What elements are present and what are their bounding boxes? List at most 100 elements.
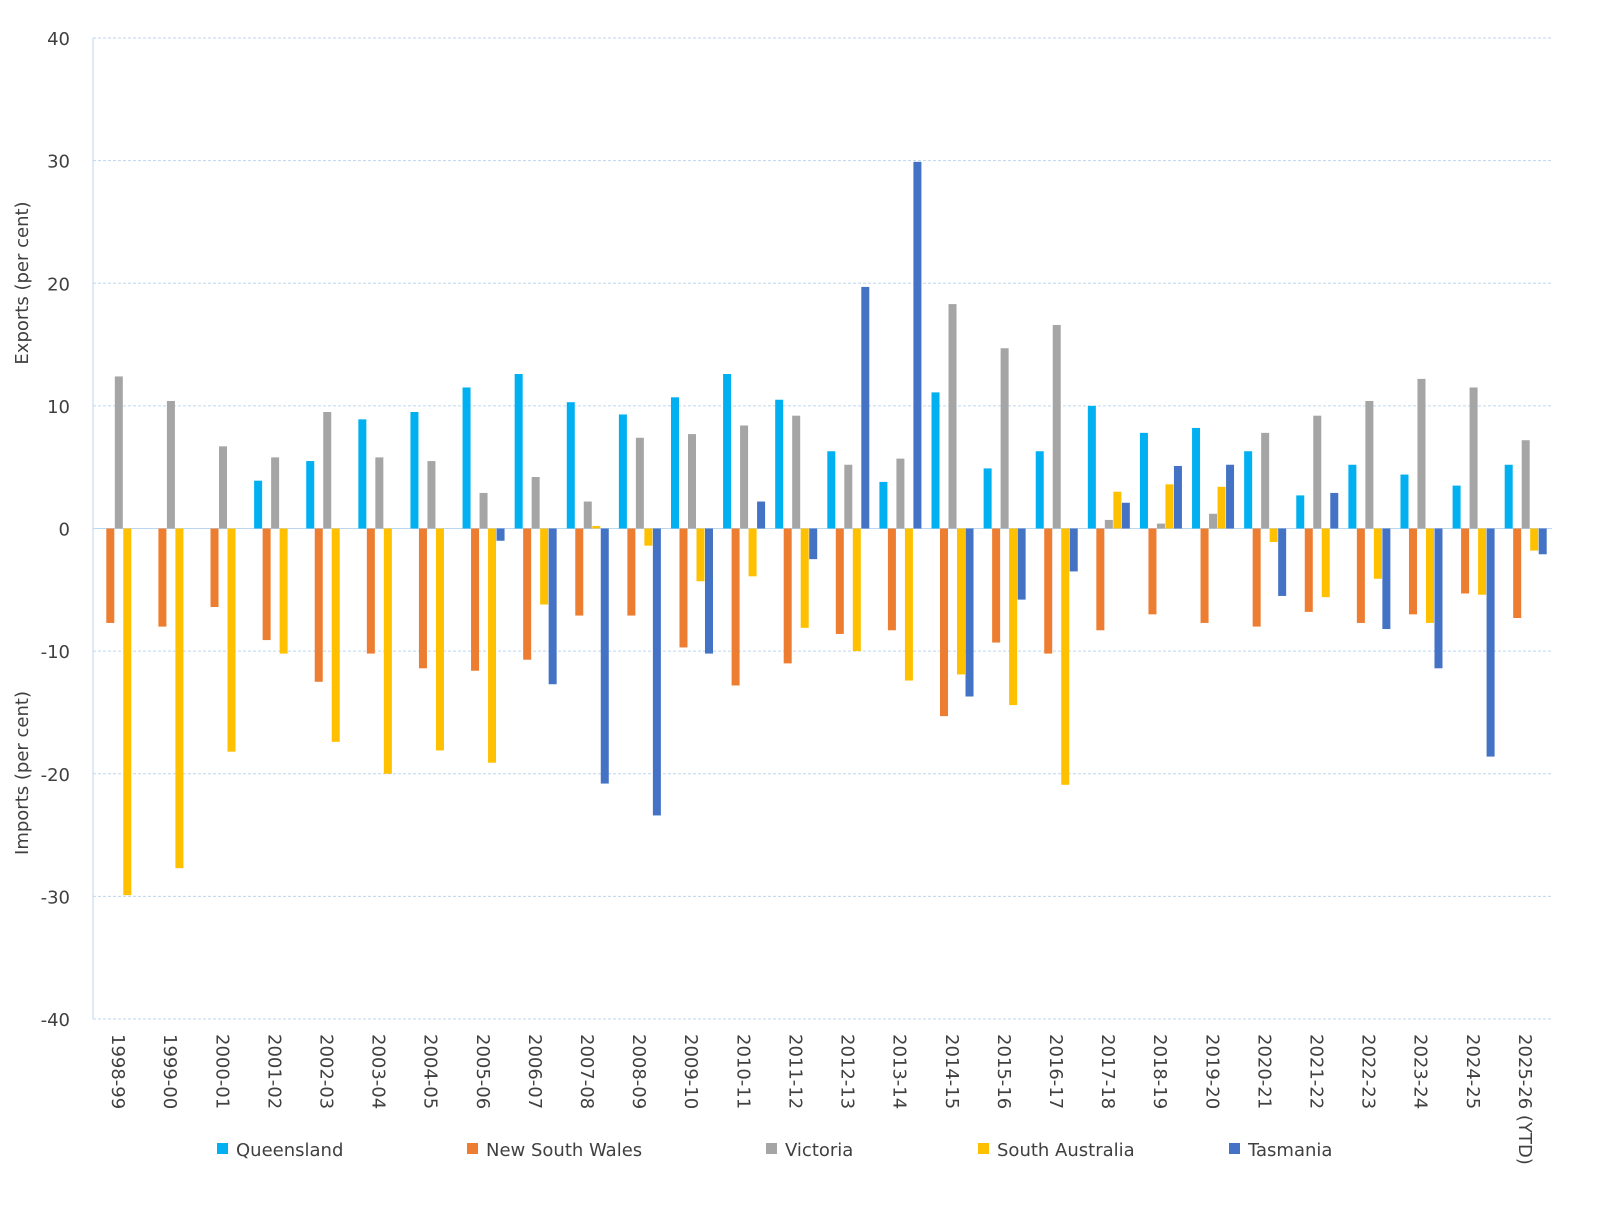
x-tick-label: 2011-12 [784,1034,805,1109]
bar-queensland [723,374,731,529]
x-tick-label: 2008-09 [628,1034,649,1109]
bar-new-south-wales [1305,529,1313,612]
y-tick-label: -20 [41,765,70,786]
bar-queensland [1192,428,1200,529]
bar-queensland [358,419,366,528]
bar-new-south-wales [732,529,740,686]
x-tick-label: 2001-02 [263,1034,284,1109]
bar-victoria [896,459,904,529]
bar-south-australia [1270,529,1278,542]
x-tick-label: 2012-13 [837,1034,858,1109]
legend-item: New South Wales [467,1140,642,1161]
bar-new-south-wales [315,529,323,682]
bar-queensland [1036,451,1044,528]
bar-victoria [1417,379,1425,529]
bar-victoria [844,465,852,529]
legend-item: Victoria [766,1140,853,1161]
bar-tasmania [1487,529,1495,757]
bar-tasmania [1330,493,1338,529]
y-tick-label: 40 [47,29,70,50]
bar-south-australia [1478,529,1486,595]
bar-south-australia [644,529,652,546]
bar-victoria [1209,514,1217,529]
bar-tasmania [1382,529,1390,630]
bar-victoria [375,457,383,528]
y-tick-label: -30 [41,887,70,908]
bar-victoria [219,446,227,528]
legend-item: Tasmania [1229,1140,1332,1161]
bar-victoria [1053,325,1061,529]
legend-label: Victoria [785,1140,853,1161]
bar-queensland [984,468,992,528]
bar-queensland [1088,406,1096,529]
bar-tasmania [913,162,921,529]
x-tick-label: 2014-15 [941,1034,962,1109]
bar-queensland [410,412,418,528]
bar-south-australia [1530,529,1538,551]
bar-victoria [1105,520,1113,529]
bar-tasmania [653,529,661,816]
x-tick-label: 2005-06 [472,1034,493,1109]
bar-victoria [792,416,800,529]
bar-south-australia [384,529,392,774]
bar-south-australia [1165,484,1173,528]
bar-queensland [567,402,575,528]
legend-swatch [1229,1143,1240,1154]
bar-queensland [671,397,679,528]
bar-new-south-wales [523,529,531,660]
bar-queensland [1296,495,1304,528]
bar-victoria [1001,348,1009,528]
bar-victoria [1157,524,1165,529]
y-tick-label: -10 [41,642,70,663]
bar-new-south-wales [888,529,896,631]
x-tick-label: 2020-21 [1253,1034,1274,1109]
legend-label: New South Wales [486,1140,642,1161]
legend-swatch [978,1143,989,1154]
bar-victoria [427,461,435,528]
legend-swatch [467,1143,478,1154]
bar-south-australia [332,529,340,742]
bar-queensland [775,400,783,529]
bar-victoria [271,457,279,528]
x-tick-label: 2018-19 [1149,1034,1170,1109]
bar-victoria [740,425,748,528]
bar-victoria [1522,440,1530,528]
legend-swatch [766,1143,777,1154]
bar-queensland [463,387,471,528]
x-tick-label: 1999-00 [159,1034,180,1109]
bar-victoria [167,401,175,529]
bar-tasmania [497,529,505,541]
bar-queensland [879,482,887,529]
bar-tasmania [861,287,869,529]
y-tick-label: -40 [41,1010,70,1031]
x-tick-label: 2019-20 [1201,1034,1222,1109]
bar-queensland [1505,465,1513,529]
bar-south-australia [1218,487,1226,529]
bar-victoria [1470,387,1478,528]
bar-south-australia [1374,529,1382,579]
bar-south-australia [1426,529,1434,623]
bar-new-south-wales [1148,529,1156,615]
x-tick-label: 1998-99 [107,1034,128,1109]
bar-victoria [1313,416,1321,529]
bar-south-australia [853,529,861,652]
bar-victoria [115,376,123,528]
bar-new-south-wales [1357,529,1365,623]
bar-tasmania [549,529,557,685]
bar-tasmania [1122,503,1130,529]
legend-label: South Australia [997,1140,1135,1161]
x-tick-label: 2015-16 [993,1034,1014,1109]
bar-queensland [1400,475,1408,529]
bar-south-australia [749,529,757,577]
x-tick-label: 2021-22 [1306,1034,1327,1109]
y-tick-label: 10 [47,397,70,418]
bar-new-south-wales [940,529,948,717]
bar-new-south-wales [211,529,219,607]
x-tick-label: 2016-17 [1045,1034,1066,1109]
bar-queensland [619,414,627,528]
bar-tasmania [1174,466,1182,529]
x-tick-label: 2023-24 [1410,1034,1431,1109]
x-tick-label: 2017-18 [1097,1034,1118,1109]
